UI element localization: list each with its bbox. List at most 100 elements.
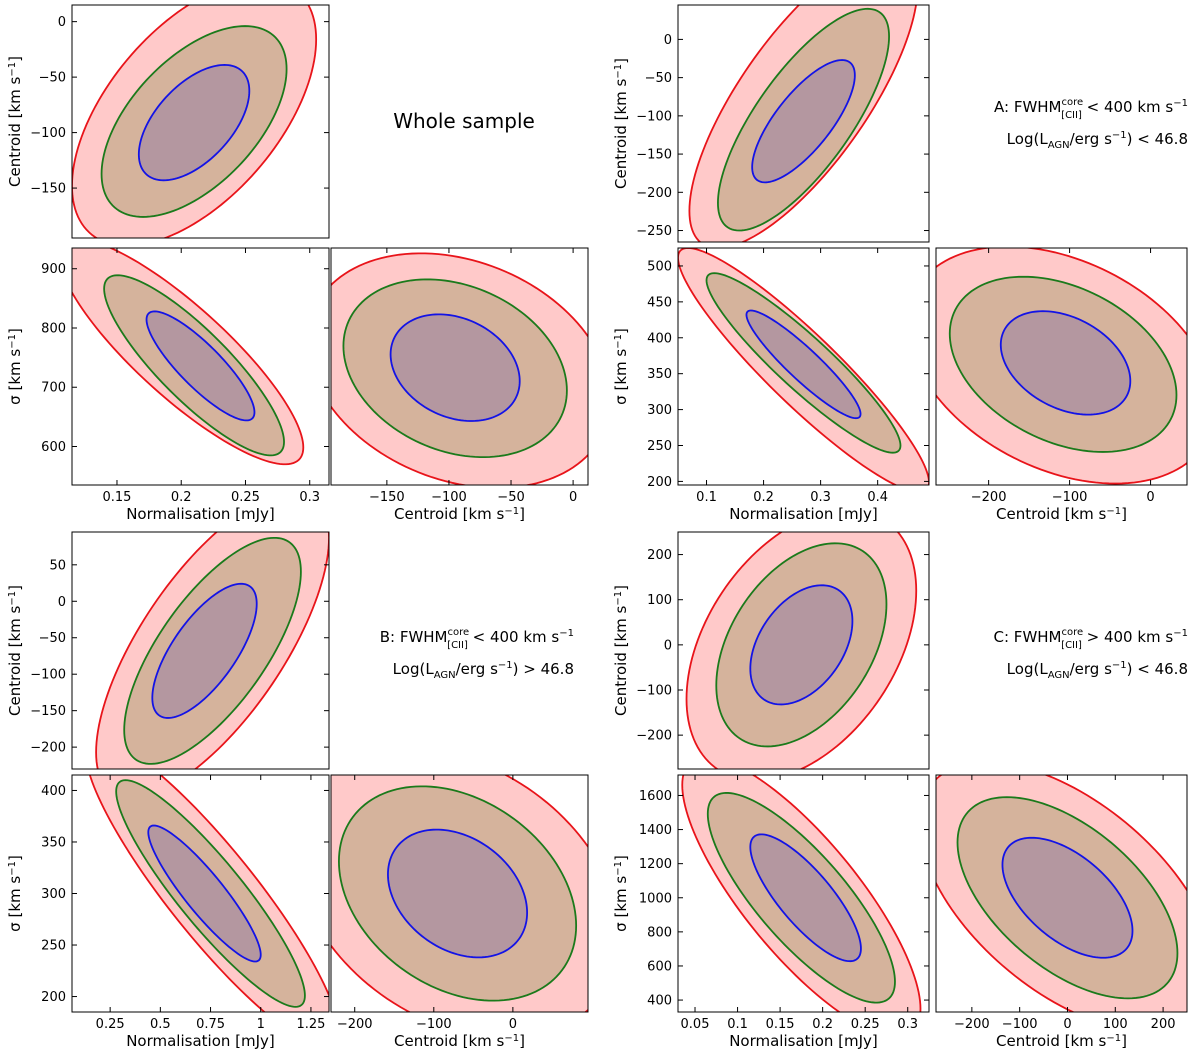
- contour-level-1: [145, 310, 256, 422]
- svg-text:B: FWHMcore[CII] < 400 km s−1: B: FWHMcore [CII] < 400 km s−1: [380, 627, 574, 651]
- axes-frame: [677, 531, 930, 770]
- y-tick-label: 0: [58, 595, 66, 610]
- contours: [95, 532, 329, 769]
- y-tick-label: 50: [49, 558, 66, 573]
- label-group-C: C: FWHMcore [CII] > 400 km s−1 Log(LAGN/er…: [994, 627, 1188, 681]
- contours: [331, 252, 588, 485]
- label-whole-sample: Whole sample: [393, 109, 535, 133]
- y-tick-label: −250: [636, 224, 672, 239]
- x-tick-label: 0.1: [696, 490, 717, 505]
- svg-text:Log(LAGN/erg s−1) < 46.8: Log(LAGN/erg s−1) < 46.8: [1007, 130, 1188, 151]
- x-tick-label: 0.2: [812, 1017, 833, 1032]
- axes-frame: [677, 4, 930, 243]
- contours: [936, 775, 1187, 1012]
- axes-frame: [677, 774, 930, 1013]
- y-tick-label: 800: [41, 321, 66, 336]
- contour-level-1: [999, 310, 1132, 416]
- x-tick-label: 1: [257, 1017, 265, 1032]
- x-tick-label: 0.1: [727, 1017, 748, 1032]
- y-axis-label: σ [km s−1]: [6, 855, 24, 932]
- y-tick-label: 350: [647, 367, 672, 382]
- x-axis-label: Centroid [km s−1]: [996, 1032, 1127, 1050]
- x-tick-label: 100: [1103, 1017, 1128, 1032]
- axes-frame: [71, 4, 330, 239]
- x-tick-label: −100: [1052, 490, 1088, 505]
- y-tick-label: 600: [41, 440, 66, 455]
- x-tick-label: 0.3: [810, 490, 831, 505]
- panel-C-sigma-vs-norm: 0.05 0.1 0.15 0.2 0.25 0.3 400 600 800 1000 1200 14…: [612, 774, 930, 1050]
- contours: [688, 5, 917, 242]
- y-tick-label: 600: [647, 959, 672, 974]
- y-tick-label: 400: [647, 994, 672, 1009]
- contour-level-1: [745, 309, 862, 420]
- x-tick-label: 0.3: [897, 1017, 918, 1032]
- x-tick-label: −100: [1002, 1017, 1038, 1032]
- y-axis-label: σ [km s−1]: [612, 328, 630, 405]
- contour-level-1: [151, 582, 258, 719]
- label-group-B: B: FWHMcore [CII] < 400 km s−1 Log(LAGN/er…: [380, 627, 574, 681]
- axes-frame: [71, 247, 330, 486]
- y-tick-label: 300: [41, 887, 66, 902]
- x-tick-label: 0.3: [299, 490, 320, 505]
- contour-level-1: [749, 584, 854, 706]
- y-tick-label: −100: [30, 126, 66, 141]
- panel-whole-sigma-vs-centroid: −150 −100 −50 0 Centroid [km s−1]: [330, 247, 589, 523]
- y-tick-label: 100: [647, 593, 672, 608]
- y-tick-label: 400: [647, 331, 672, 346]
- y-tick-label: 300: [647, 403, 672, 418]
- x-tick-label: 1.25: [296, 1017, 325, 1032]
- panel-A-sigma-vs-norm: 0.1 0.2 0.3 0.4 200 250 300 350 400 450 500 Normali…: [612, 247, 930, 523]
- y-tick-label: 200: [647, 548, 672, 563]
- contours: [678, 248, 929, 485]
- contour-level-1: [389, 313, 521, 422]
- panel-whole-sigma-vs-norm: 0.15 0.2 0.25 0.3 600 700 800 900 Normalisation …: [6, 247, 330, 523]
- contour-level-1: [751, 59, 856, 184]
- y-tick-label: 200: [647, 475, 672, 490]
- y-tick-label: 500: [647, 259, 672, 274]
- y-tick-label: −50: [39, 71, 66, 86]
- axes-frame: [71, 531, 330, 770]
- x-axis-label: Normalisation [mJy]: [729, 505, 878, 523]
- y-axis-label: Centroid [km s−1]: [6, 56, 24, 187]
- x-axis-label: Normalisation [mJy]: [126, 505, 275, 523]
- y-tick-label: 1400: [639, 823, 672, 838]
- svg-text:C: FWHMcore[CII] > 400 km s−1: C: FWHMcore [CII] > 400 km s−1: [994, 627, 1188, 651]
- svg-text:Log(LAGN/erg s−1) < 46.8: Log(LAGN/erg s−1) < 46.8: [1007, 660, 1188, 681]
- y-tick-label: 450: [647, 295, 672, 310]
- contour-level-1: [387, 828, 529, 959]
- y-axis-label: Centroid [km s−1]: [612, 585, 630, 716]
- svg-text:Log(LAGN/erg s−1) > 46.8: Log(LAGN/erg s−1) > 46.8: [393, 660, 574, 681]
- panel-A-centroid-vs-norm: 0 −50 −100 −150 −200 −250 Centroid [km s−1]: [612, 4, 930, 243]
- panel-B-centroid-vs-norm: 50 0 −50 −100 −150 −200 Centroid [km s−1]: [6, 531, 330, 770]
- y-tick-label: 250: [647, 439, 672, 454]
- contour-level-1: [749, 833, 862, 963]
- y-axis-label: Centroid [km s−1]: [612, 58, 630, 189]
- x-tick-label: 0.25: [96, 1017, 125, 1032]
- x-tick-label: 0.15: [766, 1017, 795, 1032]
- x-tick-label: −50: [497, 490, 524, 505]
- contour-level-1: [147, 824, 262, 963]
- axes-frame: [677, 247, 930, 486]
- contour-level-1: [1001, 836, 1134, 959]
- svg-text:A: FWHMcore[CII] < 400 km s−1: A: FWHMcore [CII] < 400 km s−1: [994, 97, 1188, 121]
- y-tick-label: 1000: [639, 891, 672, 906]
- y-tick-label: −150: [30, 704, 66, 719]
- y-tick-label: 250: [41, 939, 66, 954]
- y-tick-label: 400: [41, 784, 66, 799]
- y-tick-label: −100: [30, 668, 66, 683]
- contours: [681, 775, 922, 1012]
- y-tick-label: −200: [636, 186, 672, 201]
- axes-frame: [935, 247, 1188, 486]
- axes-frame: [935, 774, 1188, 1013]
- y-tick-label: 800: [647, 925, 672, 940]
- x-tick-label: 0.2: [753, 490, 774, 505]
- x-tick-label: 0.5: [150, 1017, 171, 1032]
- group-labels-layer: Whole sample A: FWHMcore [CII] < 400 km s−…: [380, 97, 1188, 681]
- y-axis-label: σ [km s−1]: [6, 328, 24, 405]
- panel-A-sigma-vs-centroid: −200 −100 0 Centroid [km s−1]: [935, 247, 1188, 523]
- y-tick-label: 0: [58, 15, 66, 30]
- panel-C-centroid-vs-norm: 200 100 0 −100 −200 Centroid [km s−1]: [612, 531, 930, 770]
- contour-level-1: [137, 64, 251, 182]
- label-group-A: A: FWHMcore [CII] < 400 km s−1 Log(LAGN/er…: [994, 97, 1188, 151]
